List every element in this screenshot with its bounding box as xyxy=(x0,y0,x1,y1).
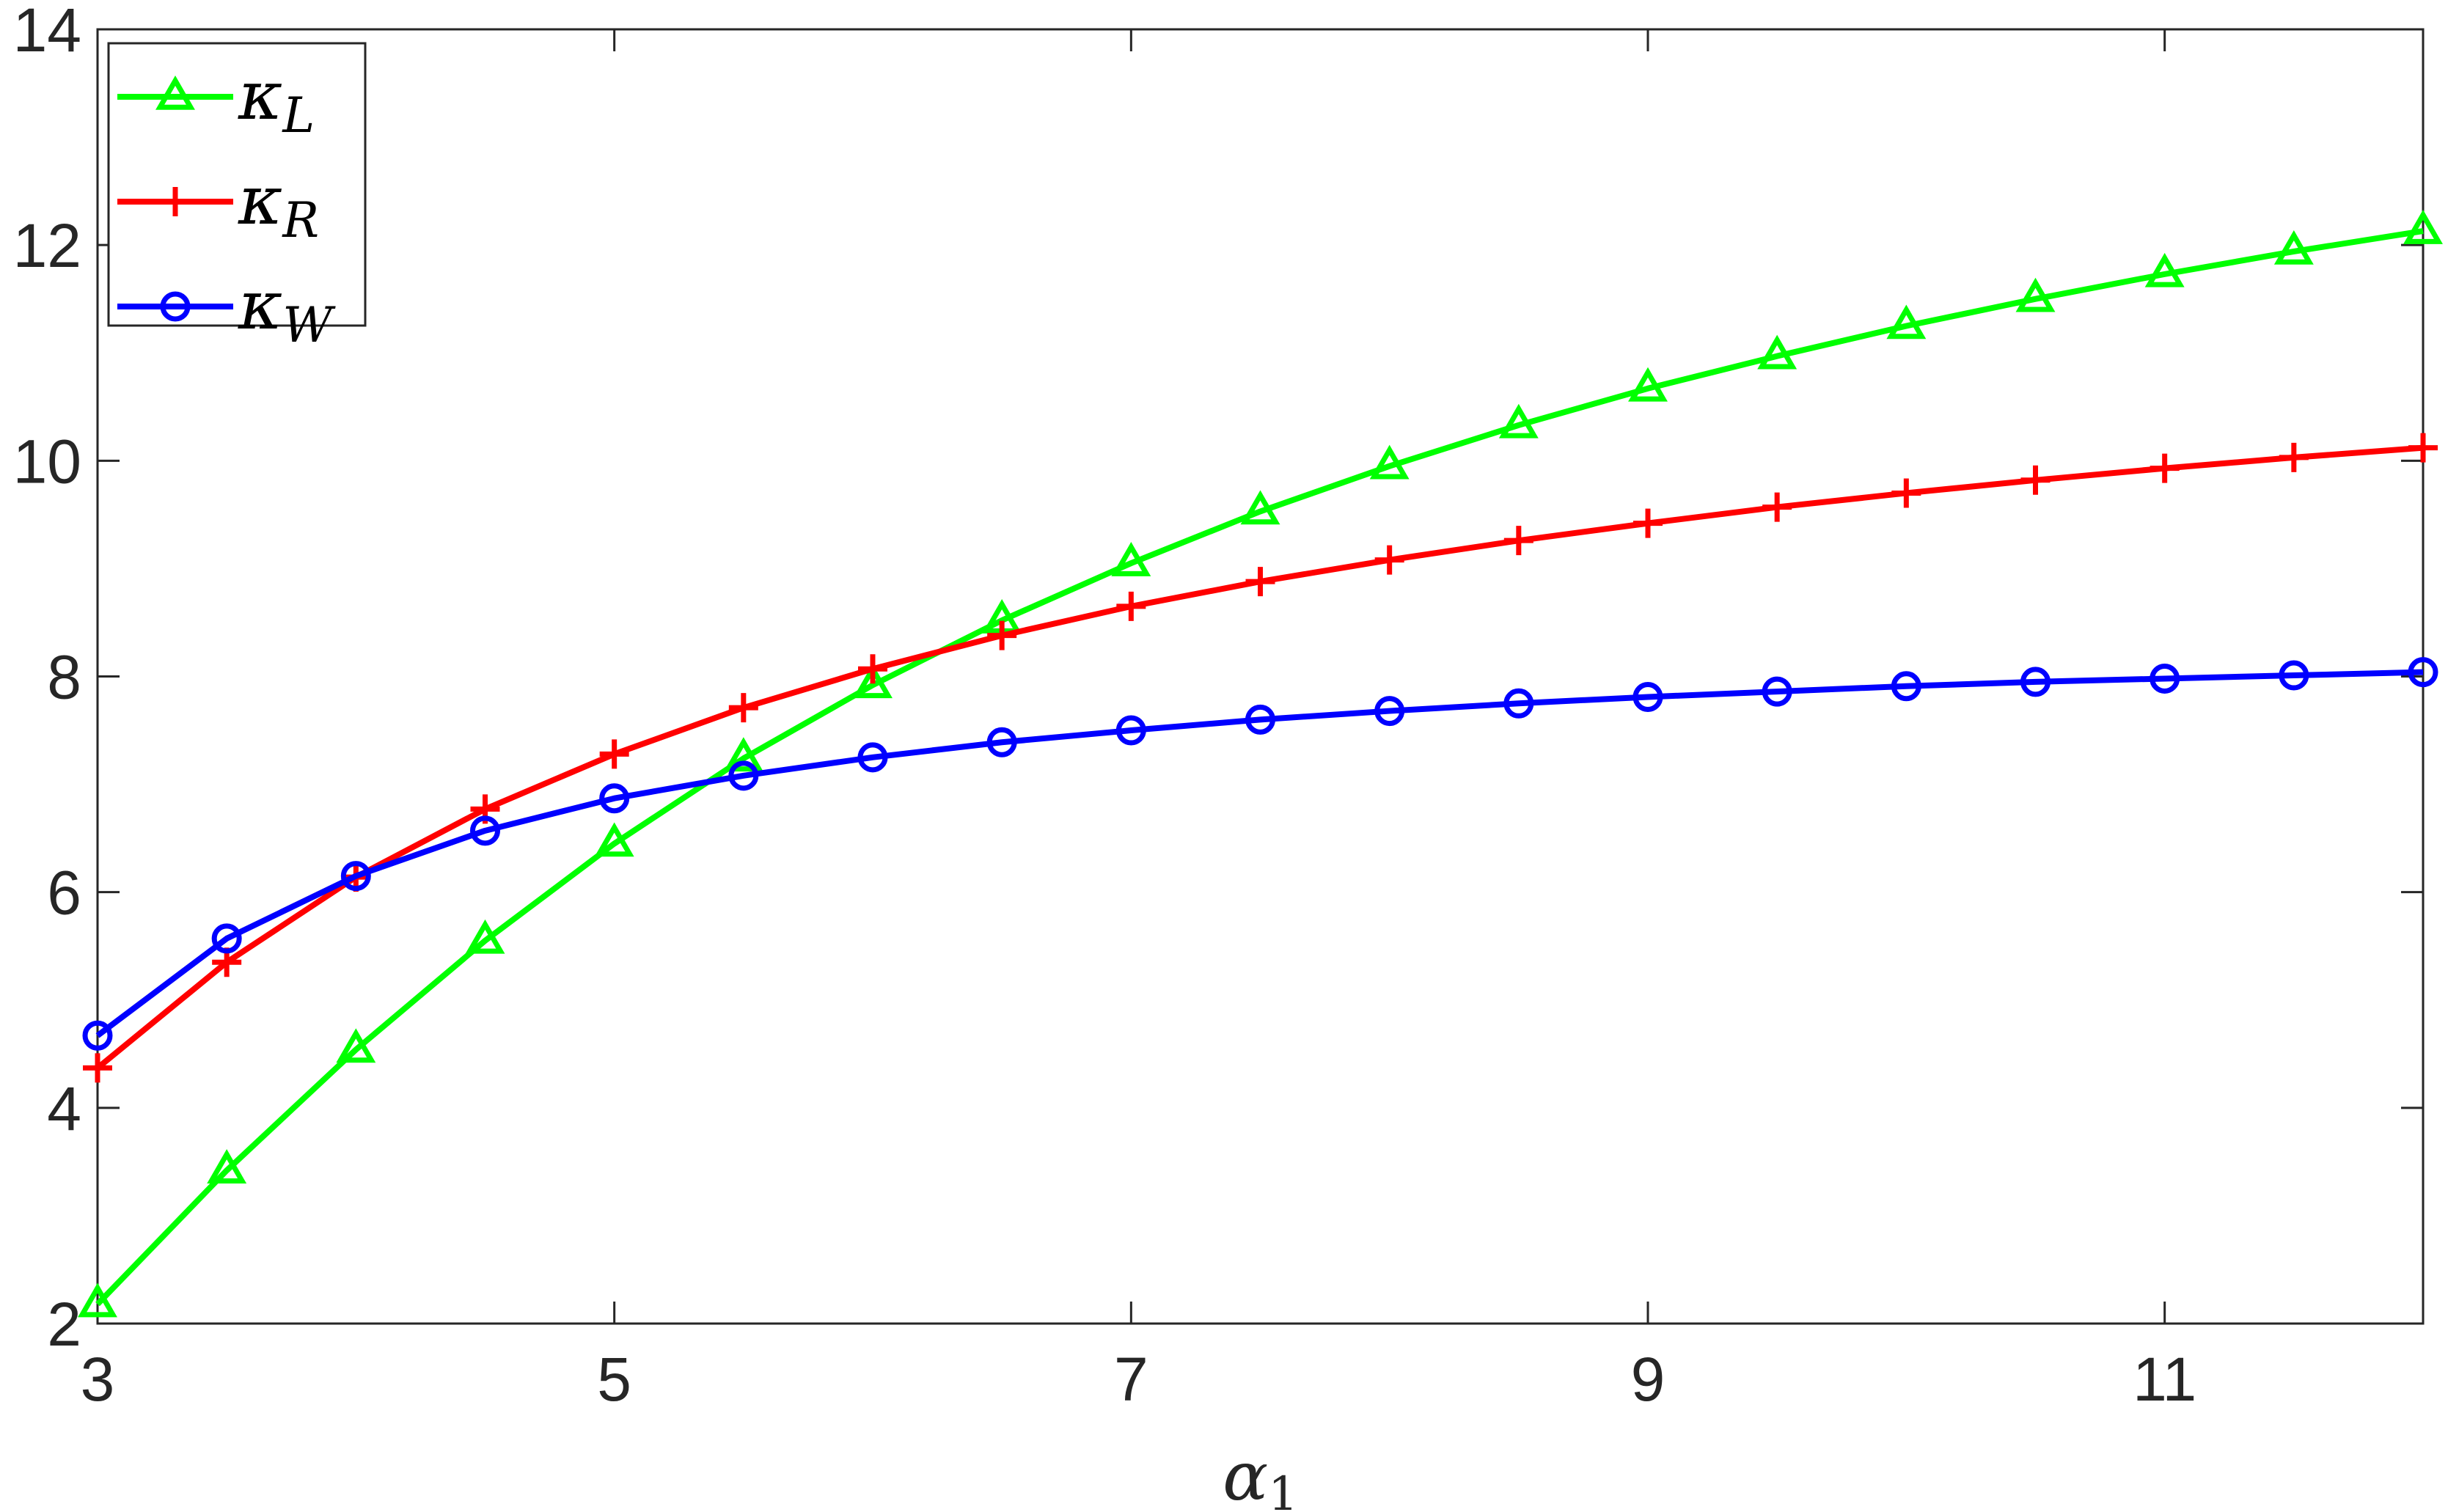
y-tick-label: 6 xyxy=(47,859,81,928)
data-point-kappa-r xyxy=(2150,453,2180,483)
legend-label-symbol: κ xyxy=(238,266,282,345)
data-point-kappa-w xyxy=(1762,676,1792,707)
data-point-kappa-l xyxy=(336,1028,376,1063)
data-point-kappa-w xyxy=(1503,688,1534,719)
data-point-kappa-w xyxy=(1632,681,1663,712)
y-tick-label: 10 xyxy=(13,427,81,496)
data-point-kappa-w xyxy=(2408,657,2438,688)
plot-area-frame xyxy=(96,28,2425,1325)
data-point-kappa-r xyxy=(987,620,1017,650)
data-point-kappa-r xyxy=(1116,591,1146,621)
data-point-kappa-r xyxy=(1503,526,1533,556)
x-tick-label: 7 xyxy=(1114,1345,1148,1414)
y-tick-label: 14 xyxy=(13,0,81,65)
legend-swatch-marker xyxy=(161,187,190,216)
x-axis-title: α1 xyxy=(1223,1437,1298,1512)
data-point-kappa-w xyxy=(82,1020,113,1051)
data-point-kappa-r xyxy=(728,693,758,723)
legend-label-subscript: W xyxy=(282,297,336,353)
data-point-kappa-w xyxy=(211,923,242,954)
legend-label: κW xyxy=(238,266,336,353)
data-point-kappa-l xyxy=(2273,230,2314,265)
y-tick-label: 12 xyxy=(13,211,81,280)
legend-item-kappa-r: κR xyxy=(117,161,319,249)
series-line-kappa-l xyxy=(95,228,2424,1307)
y-tick-label: 8 xyxy=(47,643,81,712)
data-point-kappa-w xyxy=(599,783,630,814)
data-point-kappa-w xyxy=(1891,671,1921,702)
legend-swatch-marker xyxy=(155,75,195,110)
data-point-kappa-l xyxy=(2403,210,2443,244)
data-point-kappa-r xyxy=(83,1053,112,1083)
data-point-kappa-l xyxy=(594,822,634,857)
data-point-kappa-r xyxy=(1891,478,1921,508)
legend-label: κL xyxy=(238,56,315,144)
data-point-kappa-w xyxy=(1374,696,1405,727)
data-point-kappa-l xyxy=(1498,403,1539,438)
data-point-kappa-r xyxy=(2279,442,2309,472)
data-point-kappa-l xyxy=(207,1149,247,1183)
series-kappa-l xyxy=(78,210,2443,1318)
data-point-kappa-w xyxy=(1245,704,1275,735)
data-point-kappa-l xyxy=(1628,367,1668,402)
x-tick-label: 5 xyxy=(597,1345,631,1414)
data-point-kappa-w xyxy=(1115,715,1146,746)
y-tick-label: 2 xyxy=(47,1290,81,1359)
data-point-kappa-r xyxy=(2020,465,2051,495)
data-point-kappa-w xyxy=(986,727,1017,757)
legend-item-kappa-l: κL xyxy=(117,56,315,144)
legend-label: κR xyxy=(238,161,319,249)
plot-series xyxy=(78,210,2443,1318)
data-point-kappa-l xyxy=(1886,304,1927,340)
axes: 3 5 7 9 11 2 4 6 8 10 12 14 xyxy=(13,0,2425,1414)
data-point-kappa-r xyxy=(1245,567,1275,597)
data-point-kappa-r xyxy=(2408,433,2438,463)
x-tick-label: 9 xyxy=(1631,1345,1665,1414)
data-point-kappa-r xyxy=(1633,508,1663,538)
axis-labels: α1 xyxy=(1223,1437,1298,1512)
data-point-kappa-l xyxy=(1111,542,1151,576)
data-point-kappa-w xyxy=(2279,660,2309,691)
data-point-kappa-w xyxy=(2150,663,2180,694)
data-point-kappa-r xyxy=(1374,545,1404,575)
data-point-kappa-l xyxy=(853,664,893,699)
data-point-kappa-l xyxy=(1757,334,1797,370)
legend-item-kappa-w: κW xyxy=(117,266,336,353)
data-point-kappa-l xyxy=(78,1282,117,1318)
data-point-kappa-w xyxy=(728,760,759,791)
data-point-kappa-r xyxy=(599,739,629,769)
data-point-kappa-w xyxy=(857,742,888,773)
y-tick-label: 4 xyxy=(47,1074,81,1143)
series-kappa-r xyxy=(83,433,2438,1083)
data-point-kappa-w xyxy=(2020,667,2051,697)
legend-swatch-marker xyxy=(160,291,191,322)
x-axis-title-subscript: 1 xyxy=(1268,1467,1298,1512)
data-point-kappa-l xyxy=(2015,277,2056,312)
x-tick-label: 3 xyxy=(81,1345,115,1414)
legend-box xyxy=(107,42,367,327)
data-point-kappa-r xyxy=(858,654,887,684)
data-point-kappa-r xyxy=(1762,492,1792,522)
legend-label-symbol: κ xyxy=(238,161,282,240)
x-axis-title-symbol: α xyxy=(1223,1437,1268,1512)
legend-label-subscript: R xyxy=(282,192,319,249)
legend-label-symbol: κ xyxy=(238,56,282,135)
data-point-kappa-w xyxy=(470,815,500,846)
series-kappa-w xyxy=(82,657,2438,1051)
data-point-kappa-l xyxy=(723,737,763,772)
data-point-kappa-l xyxy=(1369,444,1410,480)
data-point-kappa-l xyxy=(465,919,505,954)
data-point-kappa-l xyxy=(2144,252,2185,287)
data-point-kappa-w xyxy=(340,861,371,892)
series-line-kappa-w xyxy=(95,669,2424,1038)
data-point-kappa-l xyxy=(1240,490,1280,525)
legend-label-subscript: L xyxy=(282,87,315,144)
x-tick-label: 11 xyxy=(2133,1345,2196,1414)
